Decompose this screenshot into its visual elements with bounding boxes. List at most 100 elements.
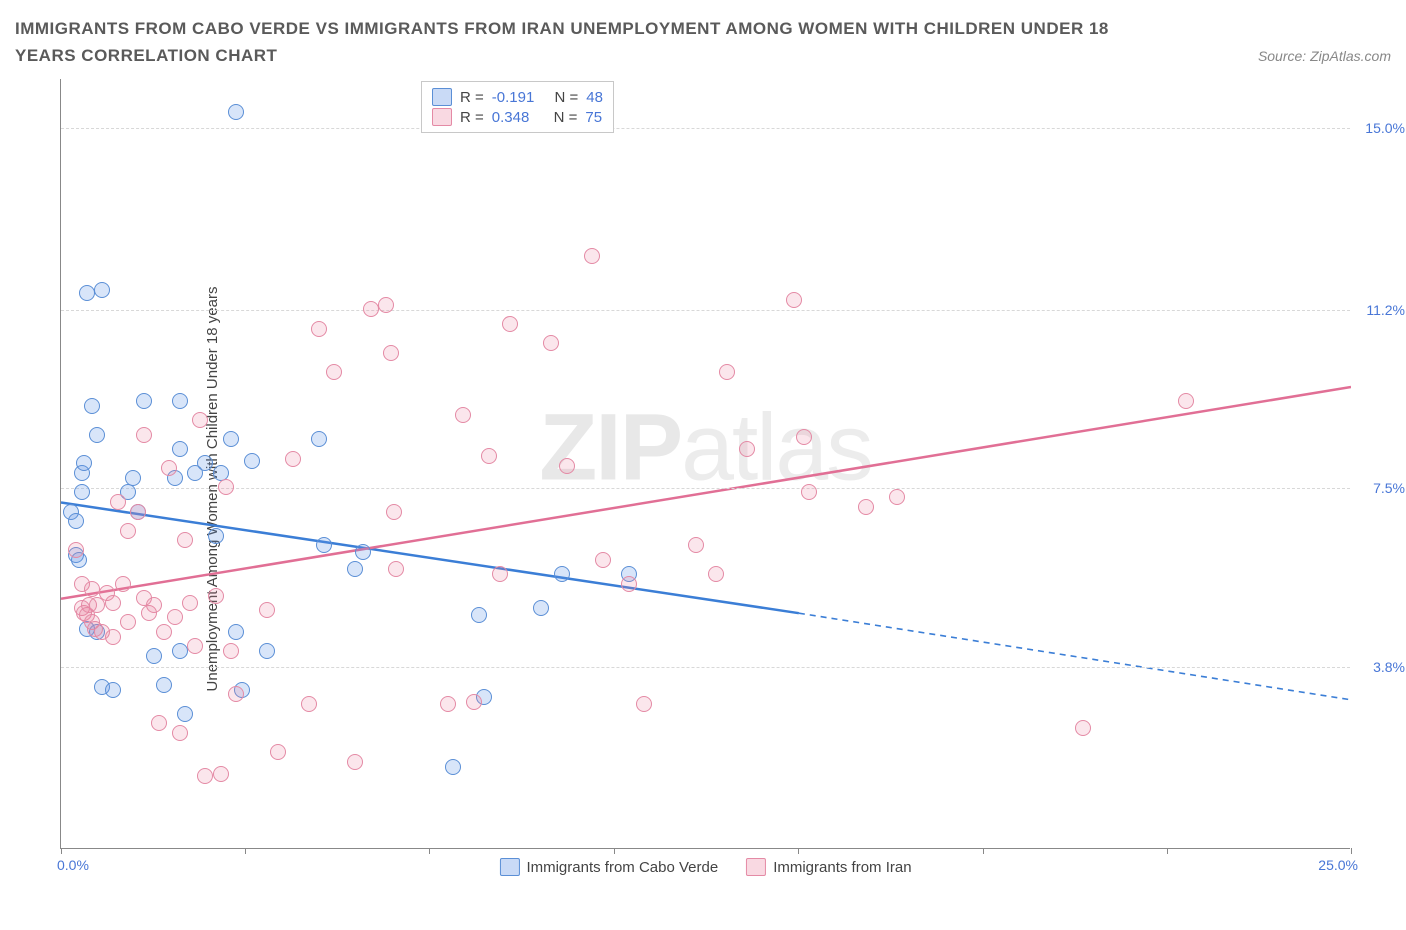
data-point: [285, 451, 301, 467]
source-credit: Source: ZipAtlas.com: [1258, 48, 1391, 64]
xtick: [245, 848, 246, 854]
swatch-cabo-verde: [499, 858, 519, 876]
series-legend: Immigrants from Cabo Verde Immigrants fr…: [499, 858, 911, 876]
data-point: [208, 588, 224, 604]
xtick: [983, 848, 984, 854]
data-point: [1178, 393, 1194, 409]
data-point: [84, 581, 100, 597]
watermark: ZIPatlas: [539, 394, 871, 503]
chart-header: IMMIGRANTS FROM CABO VERDE VS IMMIGRANTS…: [15, 15, 1391, 69]
xtick: [1351, 848, 1352, 854]
xtick: [1167, 848, 1168, 854]
data-point: [621, 576, 637, 592]
data-point: [76, 455, 92, 471]
data-point: [636, 696, 652, 712]
data-point: [858, 499, 874, 515]
data-point: [708, 566, 724, 582]
data-point: [105, 629, 121, 645]
r-label: R =: [460, 109, 484, 126]
data-point: [533, 600, 549, 616]
gridline: [61, 667, 1350, 668]
ytick-label: 7.5%: [1373, 480, 1405, 496]
data-point: [146, 597, 162, 613]
data-point: [120, 614, 136, 630]
data-point: [172, 725, 188, 741]
data-point: [197, 768, 213, 784]
data-point: [796, 429, 812, 445]
data-point: [889, 489, 905, 505]
data-point: [146, 648, 162, 664]
data-point: [466, 694, 482, 710]
data-point: [136, 427, 152, 443]
chart-container: Unemployment Among Women with Children U…: [15, 79, 1391, 899]
data-point: [187, 638, 203, 654]
n-value-a: 48: [586, 89, 603, 106]
watermark-thin: atlas: [681, 395, 872, 501]
data-point: [316, 537, 332, 553]
data-point: [270, 744, 286, 760]
data-point: [177, 706, 193, 722]
data-point: [223, 431, 239, 447]
data-point: [223, 643, 239, 659]
data-point: [554, 566, 570, 582]
xtick: [614, 848, 615, 854]
data-point: [228, 624, 244, 640]
ytick-label: 3.8%: [1373, 659, 1405, 675]
r-value-a: -0.191: [492, 89, 535, 106]
legend-item-a: Immigrants from Cabo Verde: [499, 858, 718, 876]
data-point: [559, 458, 575, 474]
data-point: [79, 285, 95, 301]
data-point: [719, 364, 735, 380]
data-point: [347, 561, 363, 577]
data-point: [130, 504, 146, 520]
data-point: [311, 321, 327, 337]
data-point: [326, 364, 342, 380]
gridline: [61, 488, 1350, 489]
data-point: [177, 532, 193, 548]
data-point: [94, 282, 110, 298]
n-label: N =: [554, 109, 578, 126]
data-point: [105, 595, 121, 611]
source-name: ZipAtlas.com: [1310, 48, 1391, 64]
source-prefix: Source:: [1258, 48, 1310, 64]
data-point: [244, 453, 260, 469]
data-point: [182, 595, 198, 611]
data-point: [386, 504, 402, 520]
data-point: [595, 552, 611, 568]
xtick: [798, 848, 799, 854]
data-point: [136, 393, 152, 409]
data-point: [301, 696, 317, 712]
data-point: [440, 696, 456, 712]
data-point: [502, 316, 518, 332]
chart-title: IMMIGRANTS FROM CABO VERDE VS IMMIGRANTS…: [15, 15, 1115, 69]
data-point: [197, 455, 213, 471]
data-point: [228, 104, 244, 120]
data-point: [218, 479, 234, 495]
data-point: [74, 484, 90, 500]
data-point: [584, 248, 600, 264]
data-point: [167, 609, 183, 625]
data-point: [378, 297, 394, 313]
data-point: [208, 528, 224, 544]
data-point: [125, 470, 141, 486]
data-point: [172, 441, 188, 457]
watermark-bold: ZIP: [539, 395, 681, 501]
n-label: N =: [554, 89, 578, 106]
gridline: [61, 128, 1350, 129]
data-point: [161, 460, 177, 476]
data-point: [739, 441, 755, 457]
data-point: [471, 607, 487, 623]
data-point: [115, 576, 131, 592]
data-point: [492, 566, 508, 582]
gridline: [61, 310, 1350, 311]
data-point: [228, 686, 244, 702]
stats-legend: R = -0.191 N = 48 R = 0.348 N = 75: [421, 81, 614, 133]
r-label: R =: [460, 89, 484, 106]
plot-area: ZIPatlas R = -0.191 N = 48 R = 0.348 N =…: [60, 79, 1350, 849]
data-point: [347, 754, 363, 770]
data-point: [455, 407, 471, 423]
swatch-iran: [432, 108, 452, 126]
data-point: [84, 398, 100, 414]
data-point: [192, 412, 208, 428]
data-point: [213, 766, 229, 782]
